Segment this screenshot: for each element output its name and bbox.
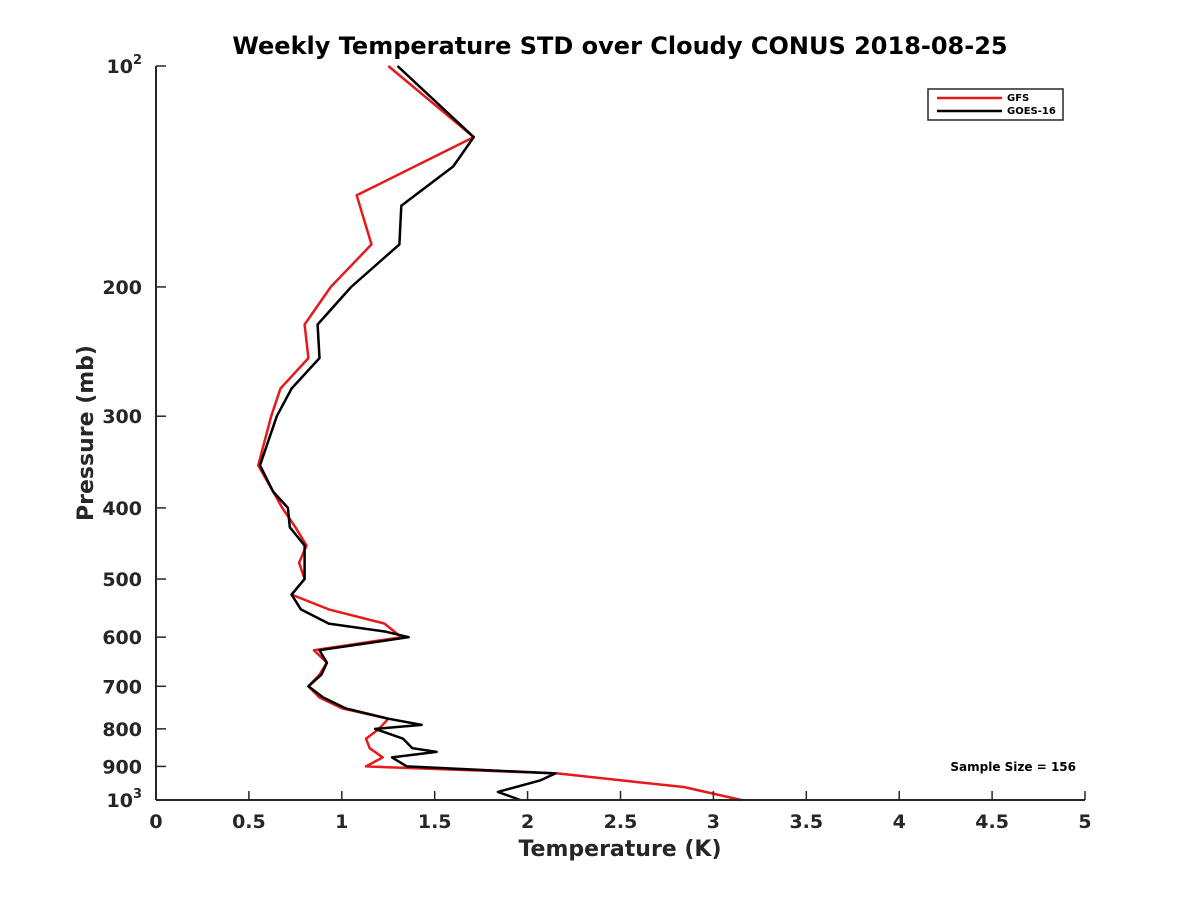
x-axis-label: Temperature (K) <box>518 837 721 862</box>
legend-label-goes16: GOES-16 <box>1007 106 1056 117</box>
legend-box <box>927 88 1064 121</box>
y-tick-label: 102 <box>107 53 143 78</box>
y-tick-label: 103 <box>107 787 143 812</box>
y-tick-label: 700 <box>102 676 142 698</box>
y-tick-label: 300 <box>102 406 142 428</box>
y-tick-label: 500 <box>102 569 142 591</box>
y-tick-label: 200 <box>102 277 142 299</box>
y-tick-label: 800 <box>102 719 142 741</box>
x-tick-label: 4.5 <box>975 811 1009 833</box>
x-tick-label: 2 <box>521 811 534 833</box>
y-tick-label: 600 <box>102 627 142 649</box>
legend: GFS GOES-16 <box>927 88 1064 121</box>
x-tick-label: 3.5 <box>789 811 823 833</box>
x-ticks: 0 0.5 1 1.5 2 2.5 3 3.5 4 4.5 5 <box>149 791 1092 833</box>
y-axis-label: Pressure (mb) <box>74 345 99 521</box>
series-line-goes16 <box>258 65 557 802</box>
y-ticks: 102 200 300 400 500 600 700 800 900 103 <box>102 53 166 812</box>
x-tick-label: 0.5 <box>232 811 266 833</box>
plot-lines <box>256 65 742 802</box>
legend-label-gfs: GFS <box>1007 93 1029 104</box>
y-tick-label: 900 <box>102 756 142 778</box>
y-tick-label: 400 <box>102 498 142 520</box>
sample-size-annotation: Sample Size = 156 <box>950 760 1076 774</box>
x-tick-label: 2.5 <box>604 811 638 833</box>
x-tick-label: 3 <box>707 811 720 833</box>
x-tick-label: 5 <box>1078 811 1091 833</box>
x-tick-label: 0 <box>149 811 162 833</box>
x-tick-label: 1 <box>335 811 348 833</box>
x-tick-label: 1.5 <box>418 811 452 833</box>
chart-title: Weekly Temperature STD over Cloudy CONUS… <box>232 32 1007 60</box>
x-tick-label: 4 <box>893 811 906 833</box>
series-line-gfs <box>256 65 742 802</box>
